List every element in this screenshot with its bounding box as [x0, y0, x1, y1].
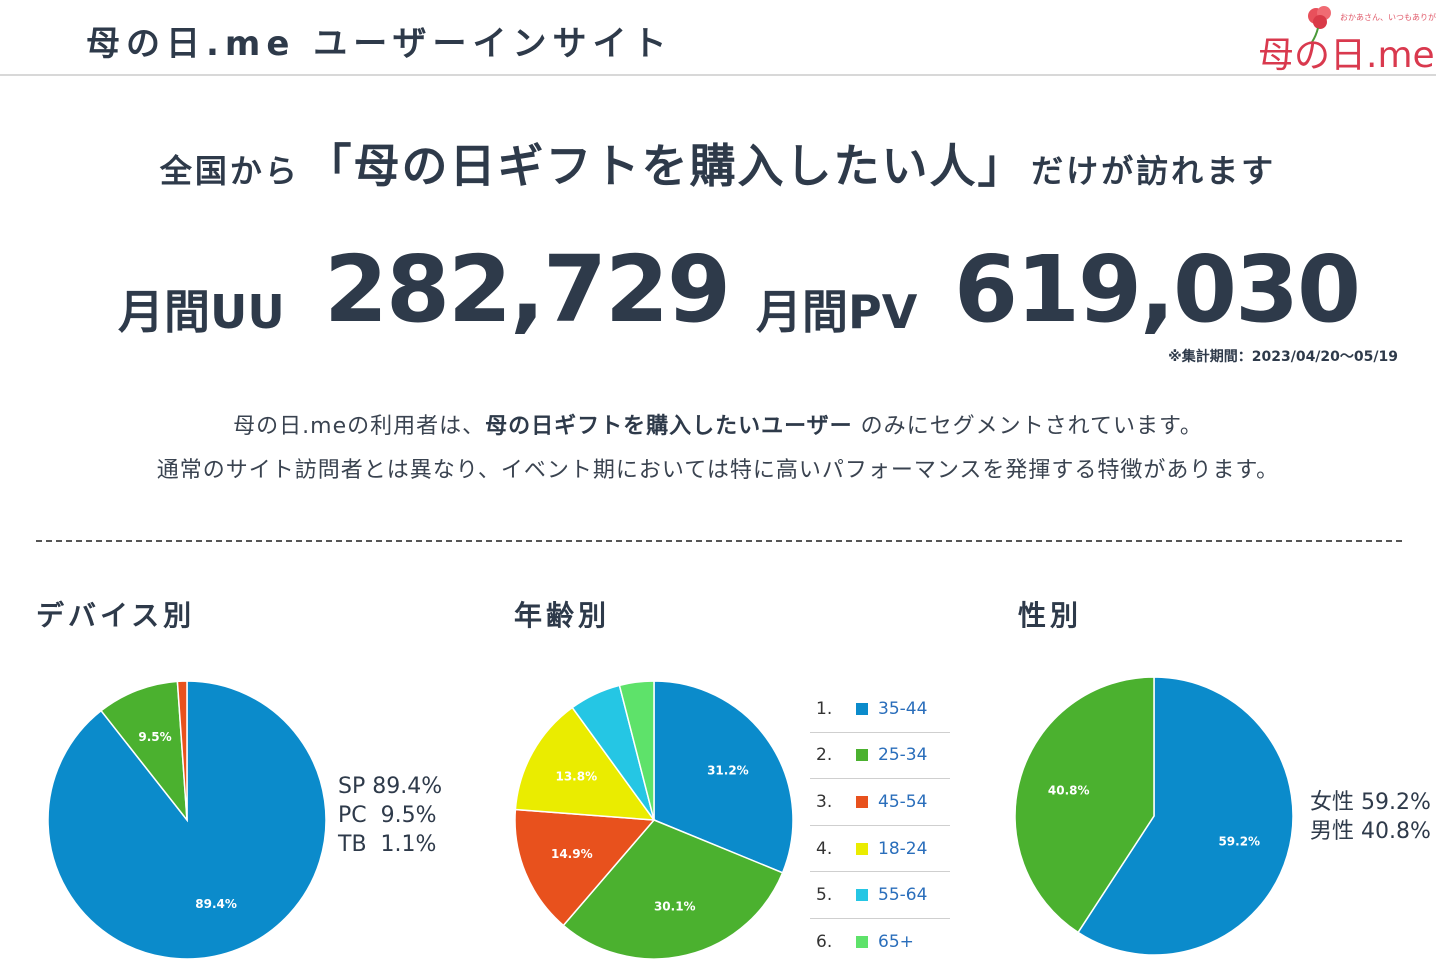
- divider: [36, 540, 1402, 542]
- legend-label: 45-54: [878, 791, 928, 812]
- gender-pie-chart: 59.2% 40.8%: [1014, 676, 1294, 956]
- headline-suffix: だけが訪れます: [1031, 152, 1277, 190]
- device-breakdown: SP 89.4% PC 9.5% TB 1.1%: [338, 772, 442, 859]
- header: 母の日.me ユーザーインサイト おかあさん、いつもありがとう 母の日.me: [0, 0, 1436, 76]
- device-sp-text: SP 89.4%: [338, 774, 443, 799]
- legend-item[interactable]: 5. 55-64: [810, 872, 950, 919]
- legend-index: 1.: [816, 698, 833, 719]
- pie-slice-女性[interactable]: [1077, 676, 1294, 956]
- pie-slice-label: 14.9%: [551, 847, 593, 861]
- legend-item[interactable]: 2. 25-34: [810, 733, 950, 780]
- age-section-title: 年齢別: [514, 599, 611, 632]
- pie-slice-label: 31.2%: [707, 763, 749, 777]
- pv-value: 619,030: [954, 236, 1361, 343]
- device-pc-text: PC 9.5%: [338, 803, 437, 828]
- logo-text: 母の日.me: [1258, 35, 1435, 76]
- device-pie-chart: 89.4% 9.5%: [47, 680, 327, 960]
- legend-index: 2.: [816, 745, 833, 766]
- age-pie-chart: 31.2% 30.1% 14.9% 13.8%: [514, 680, 794, 960]
- headline: 全国から 「母の日ギフトを購入したい人」 だけが訪れます: [0, 130, 1436, 196]
- gender-section-title: 性別: [1018, 599, 1083, 632]
- gender-male-text: 男性 40.8%: [1310, 819, 1431, 844]
- description-line-1: 母の日.meの利用者は、母の日ギフトを購入したいユーザー のみにセグメントされて…: [0, 408, 1436, 440]
- legend-label: 55-64: [878, 885, 928, 906]
- legend-swatch: [856, 702, 868, 715]
- legend-swatch: [856, 749, 868, 762]
- description-text: 母の日.meの利用者は、: [233, 414, 486, 439]
- pie-slice-label: 13.8%: [555, 770, 597, 784]
- legend-swatch: [856, 795, 868, 808]
- legend-label: 35-44: [878, 698, 928, 719]
- headline-prefix: 全国から: [159, 152, 300, 190]
- description-line-2: 通常のサイト訪問者とは異なり、イベント期においては特に高いパフォーマンスを発揮す…: [156, 458, 1280, 483]
- legend-item[interactable]: 4. 18-24: [810, 826, 950, 873]
- legend-swatch: [856, 935, 868, 948]
- gender-female-text: 女性 59.2%: [1310, 790, 1431, 815]
- legend-index: 6.: [816, 931, 833, 952]
- brand-logo[interactable]: おかあさん、いつもありがとう 母の日.me: [1258, 4, 1436, 76]
- legend-label: 18-24: [878, 838, 928, 859]
- pie-slice-18-24[interactable]: [514, 706, 656, 821]
- legend-label: 25-34: [878, 745, 928, 766]
- age-legend: 1. 35-44 2. 25-34 3. 45-54 4. 18-24 5. 55-64 6. 65+: [810, 686, 950, 965]
- device-section-title: デバイス別: [36, 599, 196, 632]
- headline-main: 「母の日ギフトを購入したい人」: [305, 139, 1026, 193]
- logo-tagline: おかあさん、いつもありがとう: [1340, 13, 1436, 22]
- aggregation-period: ※集計期間：2023/04/20〜05/19: [1168, 349, 1398, 365]
- page-title: 母の日.me ユーザーインサイト: [86, 24, 673, 64]
- pie-slice-35-44[interactable]: [653, 680, 794, 874]
- legend-index: 3.: [816, 791, 833, 812]
- description-text: のみにセグメントされています。: [852, 414, 1203, 439]
- legend-label: 65+: [878, 931, 914, 952]
- pie-slice-45-54[interactable]: [514, 808, 656, 927]
- pie-slice-label: 59.2%: [1218, 834, 1260, 848]
- legend-item[interactable]: 1. 35-44: [810, 686, 950, 733]
- legend-item[interactable]: 3. 45-54: [810, 779, 950, 826]
- pie-slice-label: 89.4%: [195, 897, 237, 911]
- legend-item[interactable]: 6. 65+: [810, 919, 950, 965]
- legend-index: 5.: [816, 885, 833, 906]
- pie-slice-label: 30.1%: [654, 900, 696, 914]
- legend-index: 4.: [816, 838, 833, 859]
- legend-swatch: [856, 889, 868, 902]
- pie-slice-25-34[interactable]: [562, 819, 784, 960]
- legend-swatch: [856, 842, 868, 855]
- uu-label: 月間UU: [118, 285, 285, 339]
- pie-slice-label: 40.8%: [1048, 784, 1090, 798]
- pie-slice-TB[interactable]: [176, 680, 188, 821]
- pie-slice-男性[interactable]: [1014, 676, 1155, 934]
- pie-slice-PC[interactable]: [100, 680, 188, 823]
- device-tb-text: TB 1.1%: [338, 832, 437, 857]
- pv-label: 月間PV: [756, 285, 918, 339]
- pie-slice-label: 9.5%: [138, 730, 171, 744]
- carnation-icon: [1308, 6, 1331, 43]
- pie-slice-65+[interactable]: [618, 680, 655, 821]
- description-emphasis: 母の日ギフトを購入したいユーザー: [485, 414, 853, 439]
- uu-value: 282,729: [324, 236, 731, 343]
- gender-breakdown: 女性 59.2% 男性 40.8%: [1310, 788, 1431, 846]
